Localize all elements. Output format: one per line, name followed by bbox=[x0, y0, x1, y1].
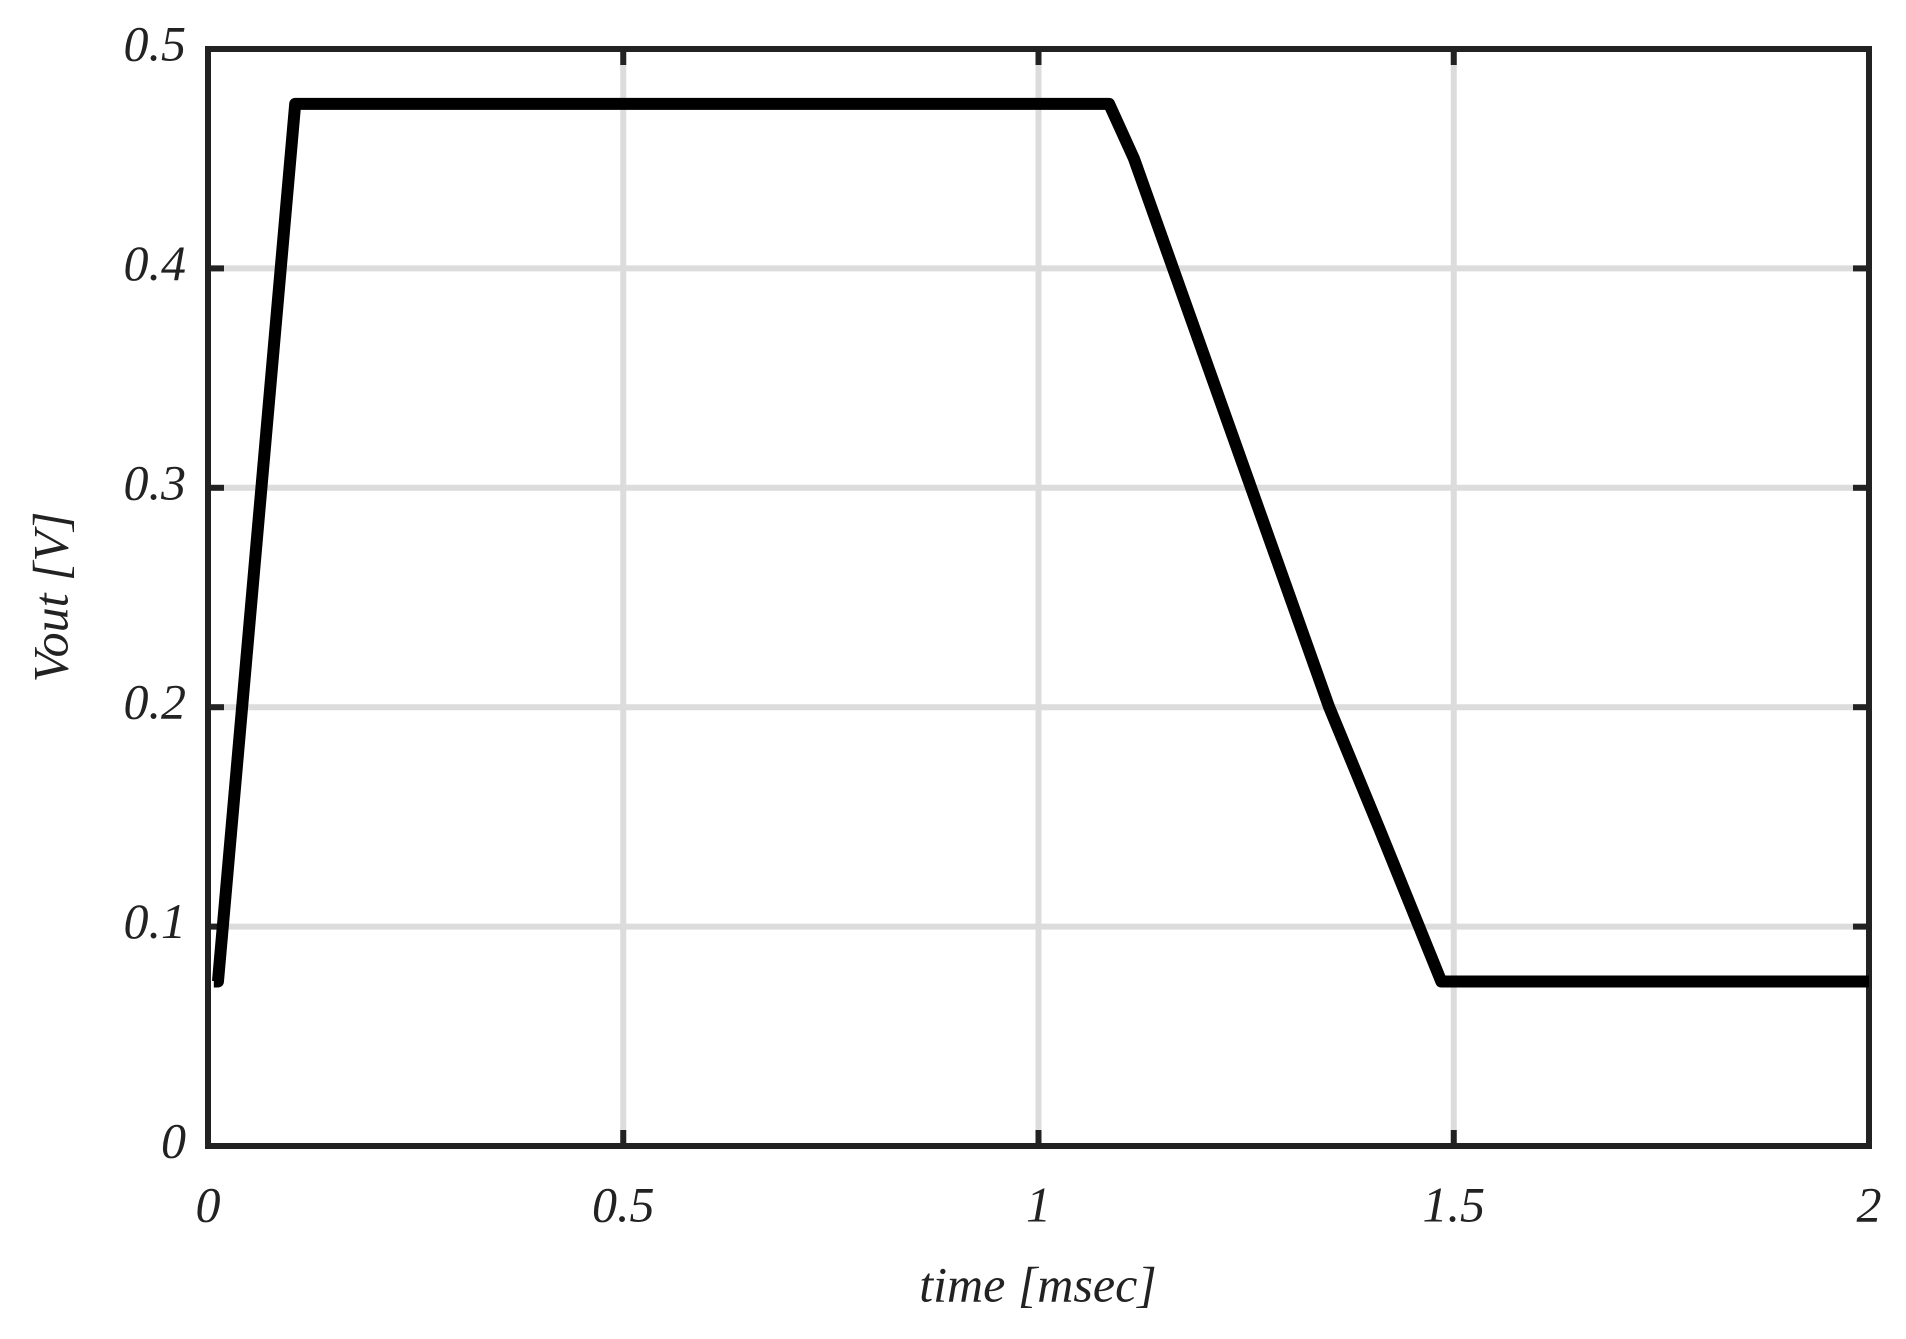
x-tick-label: 0 bbox=[196, 1176, 221, 1232]
y-tick-label: 0.5 bbox=[124, 15, 187, 71]
y-tick-label: 0.2 bbox=[124, 674, 187, 730]
plot-frame bbox=[205, 46, 1872, 1149]
x-tick-label: 2 bbox=[1857, 1176, 1882, 1232]
x-tick-label: 0.5 bbox=[592, 1176, 655, 1232]
data-line bbox=[211, 97, 1869, 988]
x-axis-label: time [msec] bbox=[919, 1256, 1156, 1312]
x-tick-label: 1 bbox=[1026, 1176, 1051, 1232]
y-tick-label: 0.3 bbox=[124, 454, 187, 510]
y-tick-label: 0 bbox=[161, 1112, 186, 1168]
y-tick-label: 0.4 bbox=[124, 235, 187, 291]
y-axis-label: Vout [V] bbox=[22, 512, 78, 683]
y-tick-label: 0.1 bbox=[124, 893, 187, 949]
x-tick-label: 1.5 bbox=[1423, 1176, 1486, 1232]
